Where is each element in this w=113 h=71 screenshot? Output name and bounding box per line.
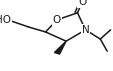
Polygon shape xyxy=(54,41,66,54)
Text: HO: HO xyxy=(0,15,11,25)
Text: O: O xyxy=(77,0,85,7)
Text: N: N xyxy=(81,25,89,35)
Text: O: O xyxy=(52,15,61,25)
